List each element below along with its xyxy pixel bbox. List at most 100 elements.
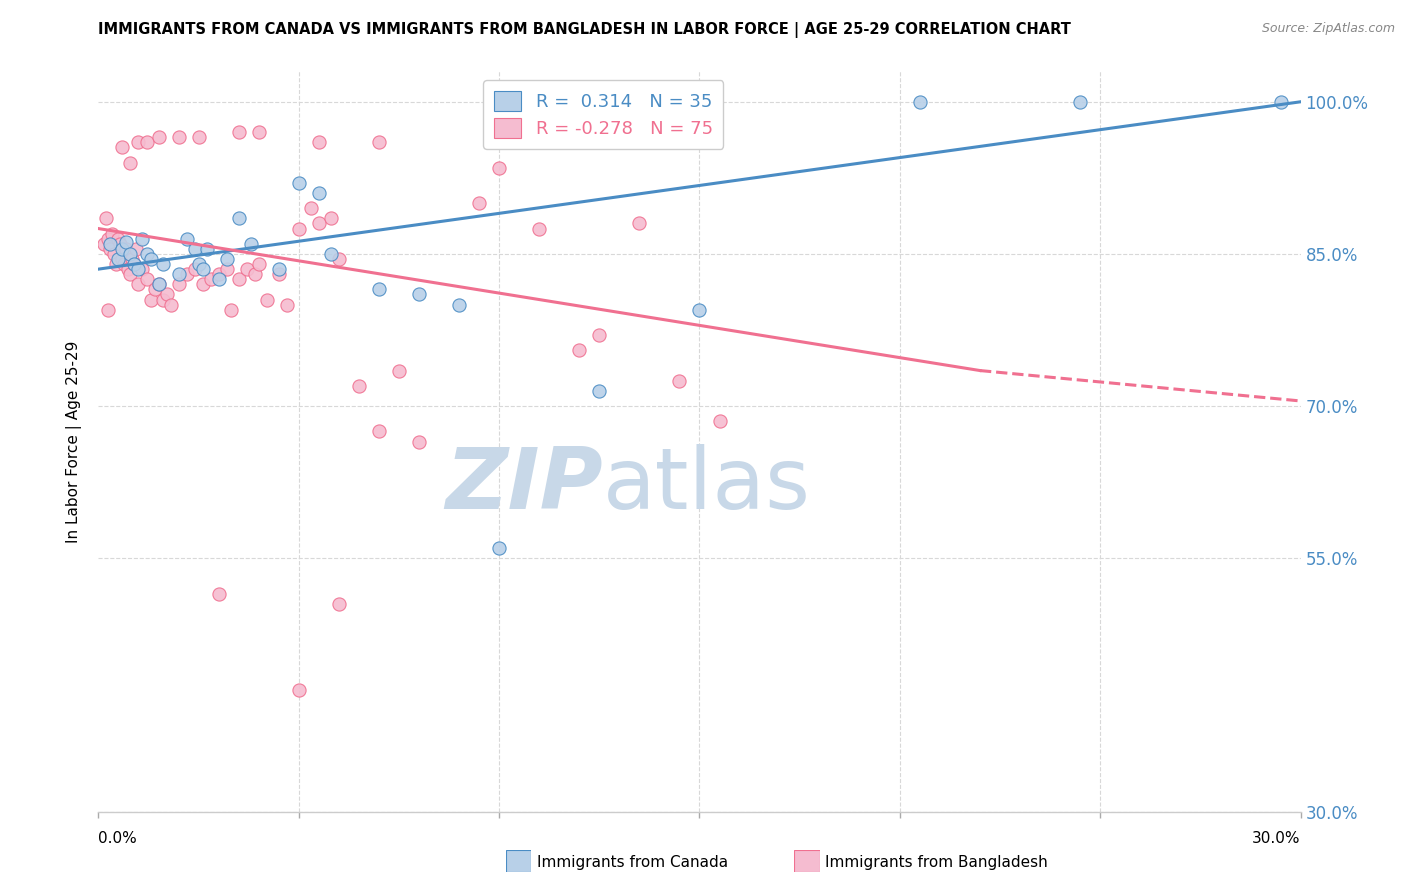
Point <box>228 125 250 139</box>
Point <box>347 378 370 392</box>
Point <box>228 272 250 286</box>
Point <box>176 267 198 281</box>
Point <box>152 257 174 271</box>
Point <box>276 298 298 312</box>
Point <box>114 257 136 271</box>
Point <box>447 298 470 312</box>
Point <box>239 236 262 251</box>
Point <box>143 282 166 296</box>
Point <box>120 155 142 169</box>
Point <box>308 186 330 200</box>
Legend: R =  0.314   N = 35, R = -0.278   N = 75: R = 0.314 N = 35, R = -0.278 N = 75 <box>484 80 724 149</box>
Point <box>215 252 238 266</box>
Point <box>488 541 510 555</box>
Point <box>368 282 391 296</box>
Point <box>1270 95 1292 109</box>
Point <box>215 262 238 277</box>
Text: atlas: atlas <box>603 444 811 527</box>
Point <box>689 302 711 317</box>
Point <box>117 262 139 277</box>
Point <box>191 277 214 292</box>
Point <box>100 242 122 256</box>
Point <box>176 232 198 246</box>
Point <box>120 247 142 261</box>
Point <box>408 287 430 301</box>
Point <box>488 161 510 175</box>
Point <box>235 262 257 277</box>
Point <box>588 328 610 343</box>
Point <box>100 236 122 251</box>
Point <box>288 176 311 190</box>
Point <box>208 272 231 286</box>
Point <box>152 293 174 307</box>
Point <box>288 221 311 235</box>
Point <box>183 262 205 277</box>
Point <box>368 425 391 439</box>
Point <box>328 252 350 266</box>
Point <box>97 302 120 317</box>
Point <box>187 130 209 145</box>
Point <box>167 267 190 281</box>
Point <box>139 252 162 266</box>
Point <box>468 196 491 211</box>
Point <box>120 267 142 281</box>
Point <box>628 217 651 231</box>
Point <box>908 95 931 109</box>
Point <box>128 262 150 277</box>
Point <box>167 130 190 145</box>
Point <box>247 257 270 271</box>
Point <box>135 247 157 261</box>
Point <box>299 201 322 215</box>
Text: Source: ZipAtlas.com: Source: ZipAtlas.com <box>1261 22 1395 36</box>
Point <box>388 363 411 377</box>
Point <box>111 140 134 154</box>
Point <box>103 247 125 261</box>
Point <box>159 298 181 312</box>
Point <box>368 136 391 150</box>
Text: 0.0%: 0.0% <box>98 831 138 846</box>
Point <box>93 236 115 251</box>
Point <box>115 235 138 249</box>
Point <box>247 125 270 139</box>
Text: Immigrants from Bangladesh: Immigrants from Bangladesh <box>825 855 1047 870</box>
Point <box>308 217 330 231</box>
Point <box>131 232 153 246</box>
Point <box>195 242 218 256</box>
Point <box>267 262 290 277</box>
Point <box>167 277 190 292</box>
Point <box>111 242 134 256</box>
Point <box>148 277 170 292</box>
Point <box>131 262 153 277</box>
Point <box>105 257 128 271</box>
Point <box>668 374 690 388</box>
Point <box>128 136 150 150</box>
Point <box>308 136 330 150</box>
Point <box>111 252 134 266</box>
Point <box>125 242 148 256</box>
Point <box>107 232 129 246</box>
Point <box>709 414 731 428</box>
Point <box>107 252 129 266</box>
Point <box>115 242 138 256</box>
Point <box>124 257 146 271</box>
Point <box>408 434 430 449</box>
Point <box>200 272 222 286</box>
Point <box>208 587 231 601</box>
Point <box>208 267 231 281</box>
Point <box>319 247 342 261</box>
Point <box>97 232 120 246</box>
Point <box>135 136 157 150</box>
Point <box>288 683 311 698</box>
Point <box>219 302 242 317</box>
Point <box>148 277 170 292</box>
Point <box>328 597 350 611</box>
Point <box>243 267 266 281</box>
Point <box>568 343 591 358</box>
Text: ZIP: ZIP <box>446 444 603 527</box>
Point <box>588 384 610 398</box>
Text: Immigrants from Canada: Immigrants from Canada <box>537 855 728 870</box>
Point <box>110 236 132 251</box>
Point <box>256 293 278 307</box>
Text: IMMIGRANTS FROM CANADA VS IMMIGRANTS FROM BANGLADESH IN LABOR FORCE | AGE 25-29 : IMMIGRANTS FROM CANADA VS IMMIGRANTS FRO… <box>98 22 1071 38</box>
Point <box>267 267 290 281</box>
